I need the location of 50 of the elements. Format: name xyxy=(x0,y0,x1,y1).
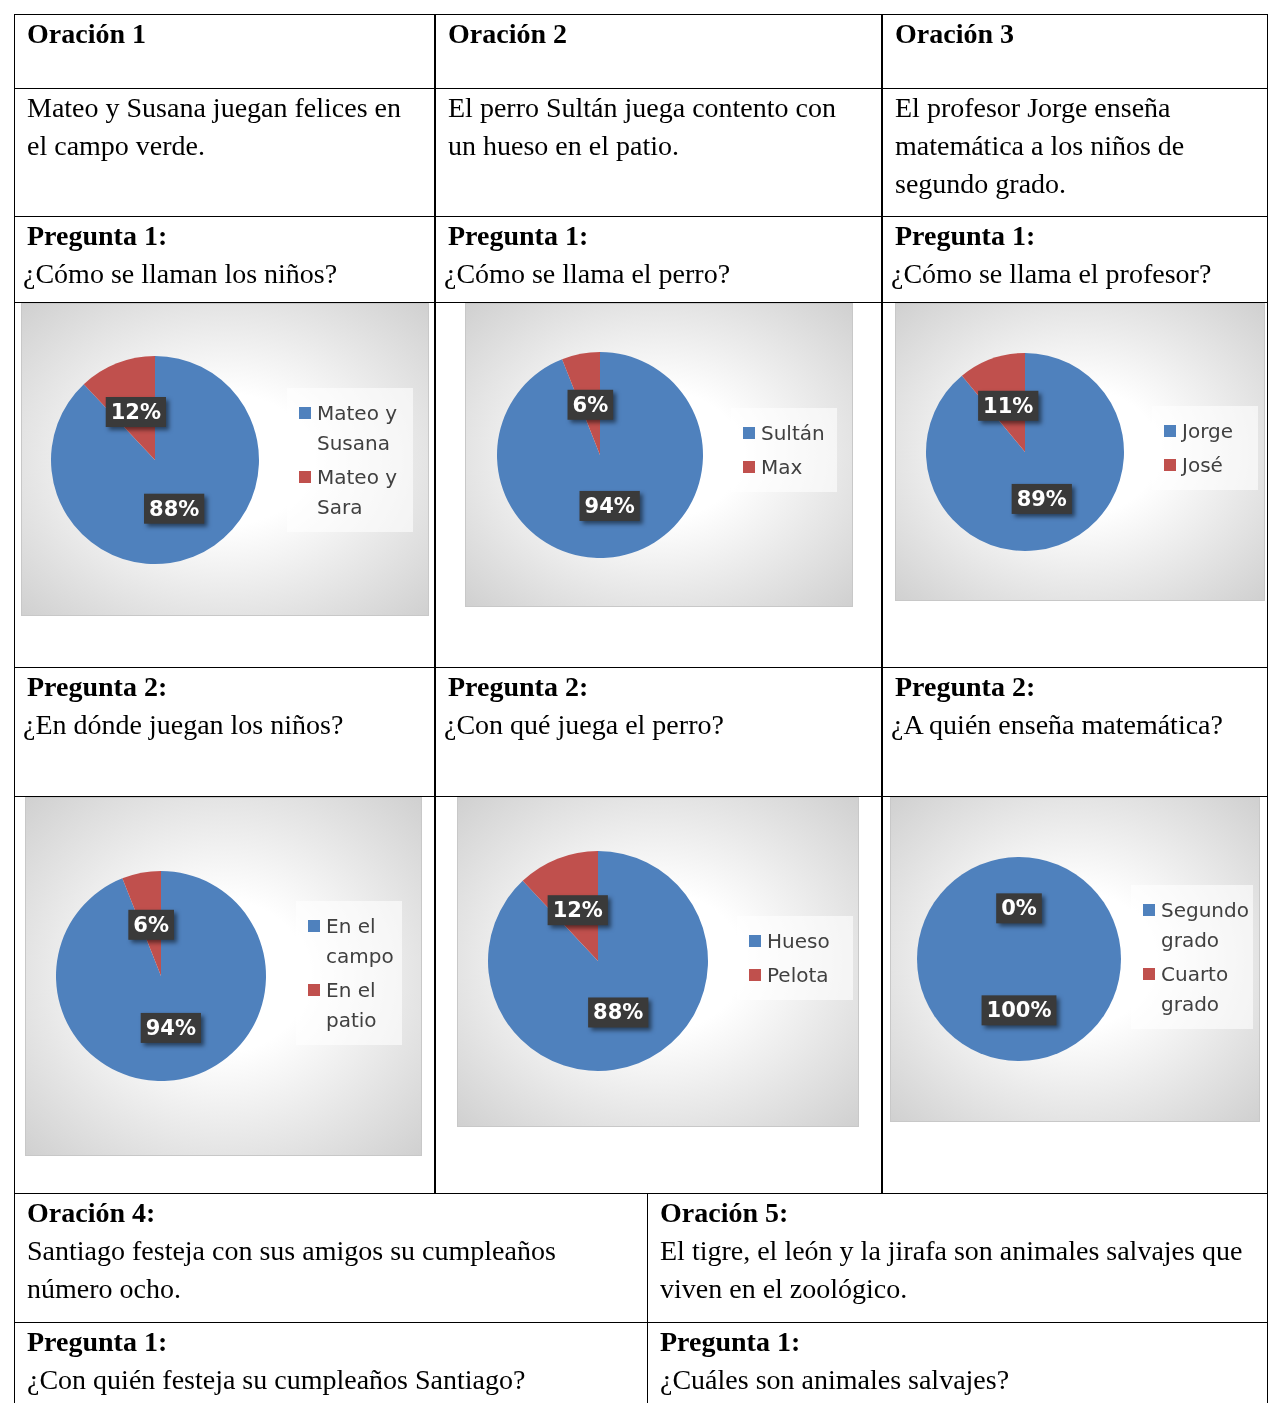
chart-subtitle: ¿Cómo se llama el profesor? xyxy=(890,257,1213,291)
text: Oración 4: xyxy=(26,1196,157,1230)
data-label: 100% xyxy=(986,998,1052,1023)
text: Oración 2 xyxy=(447,17,568,51)
text: Oración 3 xyxy=(894,17,1015,51)
chart-subtitle: ¿Cómo se llaman los niños? xyxy=(22,257,339,291)
text: El profesor Jorge enseña matemática a los niños de segundo grado. xyxy=(894,91,1186,201)
chart-subtitle: ¿Con qué juega el perro? xyxy=(443,708,725,742)
data-label: 94% xyxy=(584,493,635,518)
data-label: 88% xyxy=(593,1000,644,1025)
chart-subtitle: ¿A quién enseña matemática? xyxy=(890,708,1224,742)
text: El tigre, el león y la jirafa son animales salvajes que viven en el zoológico. xyxy=(659,1234,1244,1306)
text: El perro Sultán juega contento con un hueso en el patio. xyxy=(447,91,837,163)
data-label: 94% xyxy=(145,1015,196,1040)
chart-title: Pregunta 2: xyxy=(447,670,590,704)
text: Mateo y Susana juegan felices en el campo verde. xyxy=(26,91,402,163)
chart-title: Pregunta 1: xyxy=(894,219,1037,253)
text: ¿Cuáles son animales salvajes? xyxy=(659,1363,1011,1397)
data-label: 6% xyxy=(133,912,169,937)
data-label: 89% xyxy=(1016,486,1067,511)
legend-label: José xyxy=(1182,452,1223,479)
text: Santiago festeja con sus amigos su cumpleaños número ocho. xyxy=(26,1234,557,1306)
text: 0% xyxy=(1001,896,1037,921)
legend-label: En el campo xyxy=(326,913,394,970)
legend-label: Mateo y Susana xyxy=(317,400,399,457)
legend-label: Mateo y Sara xyxy=(317,464,399,521)
chart-title: Pregunta 2: xyxy=(26,670,169,704)
chart-subtitle: ¿Cómo se llama el perro? xyxy=(443,257,732,291)
data-label: 12% xyxy=(110,400,161,424)
text: ¿Con quién festeja su cumpleaños Santiago? xyxy=(26,1363,527,1397)
text: Pregunta 1: xyxy=(659,1325,802,1359)
legend-label: Max xyxy=(761,454,803,481)
legend-label: Sultán xyxy=(761,420,825,447)
chart-title: Pregunta 2: xyxy=(894,670,1037,704)
legend-label: Pelota xyxy=(767,962,829,989)
data-label: 6% xyxy=(572,392,609,417)
data-label: 11% xyxy=(983,393,1034,418)
chart-title: Pregunta 1: xyxy=(26,219,169,253)
legend-label: Jorge xyxy=(1182,418,1234,445)
chart-title: Pregunta 1: xyxy=(447,219,590,253)
legend-label: Segundo grado xyxy=(1161,897,1249,954)
legend-label: En el patio xyxy=(326,977,378,1034)
legend-label: Cuarto grado xyxy=(1161,961,1230,1018)
data-label: 88% xyxy=(149,496,200,521)
text: Pregunta 1: xyxy=(26,1325,169,1359)
data-label: 12% xyxy=(552,898,603,923)
text: Oración 1 xyxy=(26,17,147,51)
legend-label: Hueso xyxy=(767,928,830,955)
chart-subtitle: ¿En dónde juegan los niños? xyxy=(22,708,345,742)
text: Oración 5: xyxy=(659,1196,790,1230)
